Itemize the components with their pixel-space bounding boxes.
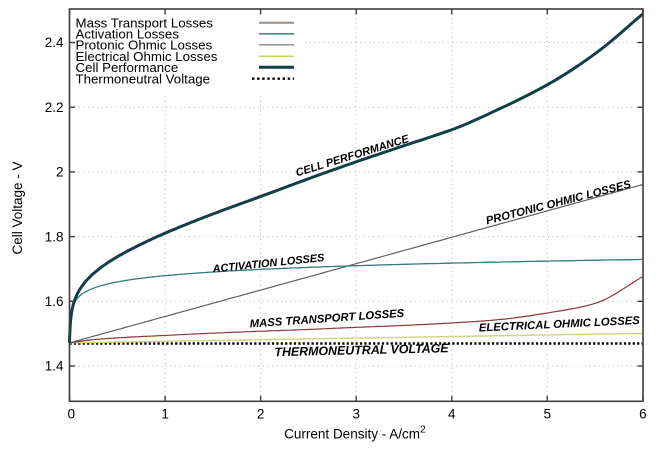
svg-text:Cell Voltage - V: Cell Voltage - V — [10, 161, 25, 254]
svg-text:1.8: 1.8 — [45, 229, 64, 244]
svg-text:1.6: 1.6 — [45, 294, 64, 309]
svg-text:3: 3 — [352, 407, 360, 422]
svg-text:2: 2 — [257, 407, 265, 422]
svg-text:5: 5 — [544, 407, 552, 422]
svg-text:2.4: 2.4 — [45, 35, 64, 50]
svg-text:2.2: 2.2 — [45, 100, 64, 115]
svg-text:Protonic Ohmic Losses: Protonic Ohmic Losses — [76, 38, 213, 53]
svg-text:Cell Performance: Cell Performance — [76, 60, 179, 75]
svg-text:0: 0 — [68, 407, 76, 422]
svg-text:1: 1 — [161, 407, 169, 422]
svg-text:Activation Losses: Activation Losses — [76, 27, 180, 42]
svg-text:Current Density - A/cm2: Current Density - A/cm2 — [284, 424, 426, 442]
svg-text:6: 6 — [639, 407, 647, 422]
svg-text:1.4: 1.4 — [45, 359, 64, 374]
svg-text:THERMONEUTRAL VOLTAGE: THERMONEUTRAL VOLTAGE — [274, 341, 449, 359]
svg-text:Mass Transport Losses: Mass Transport Losses — [76, 15, 214, 30]
svg-text:4: 4 — [448, 407, 456, 422]
svg-text:2: 2 — [56, 165, 64, 180]
svg-text:Electrical Ohmic Losses: Electrical Ohmic Losses — [76, 49, 218, 64]
svg-text:Thermoneutral Voltage: Thermoneutral Voltage — [76, 71, 211, 86]
